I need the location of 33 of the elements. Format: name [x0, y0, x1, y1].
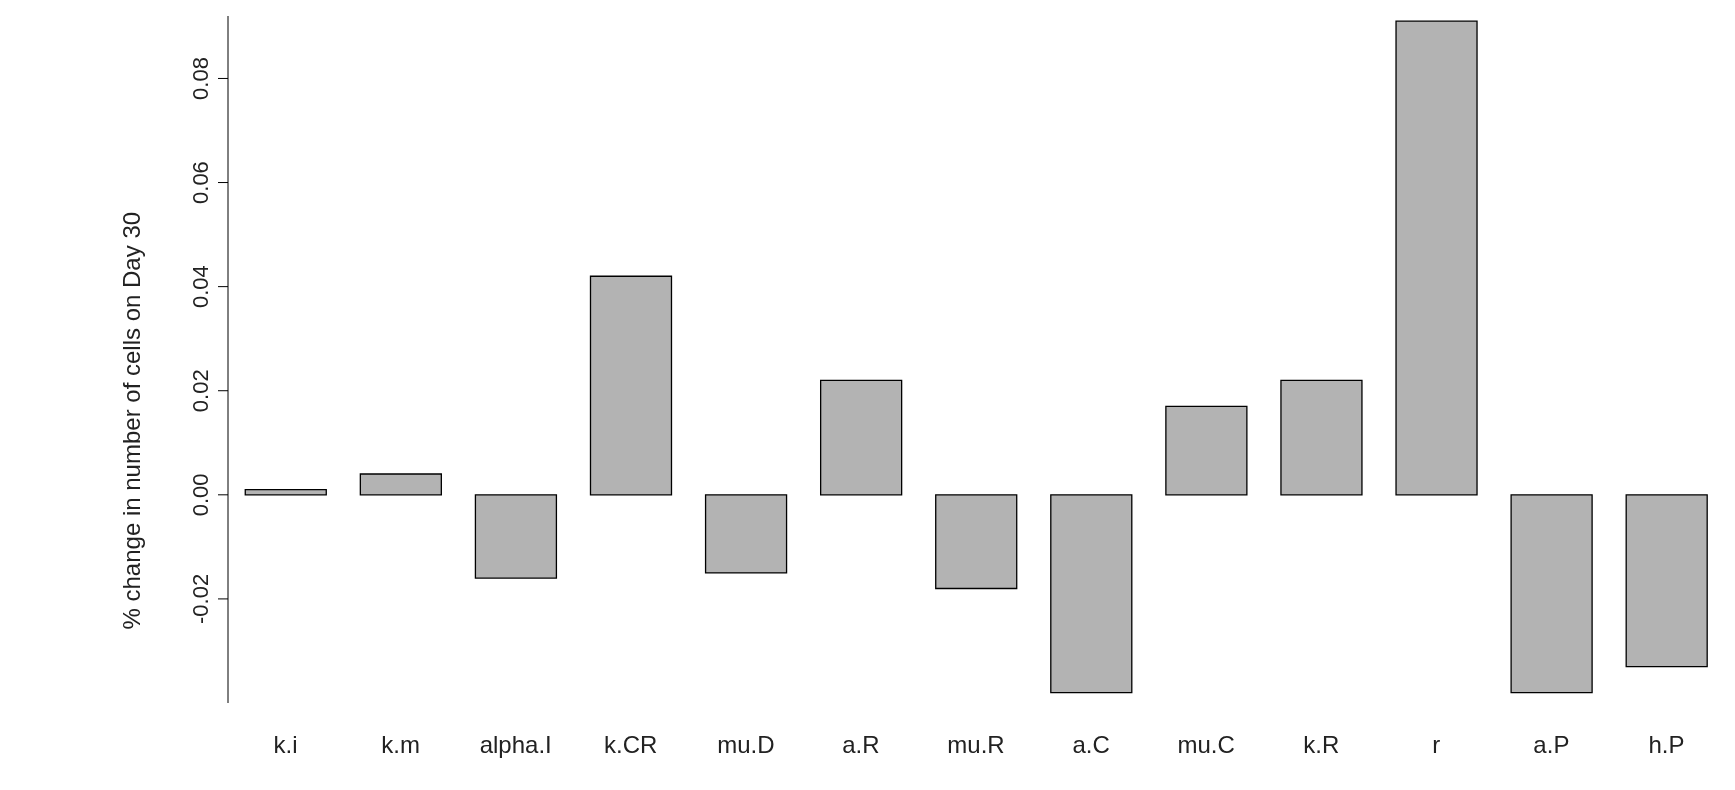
bar	[1625, 494, 1708, 668]
bar	[1165, 405, 1248, 496]
bar	[474, 494, 558, 579]
bar	[1395, 20, 1478, 496]
y-tick-label: 0.00	[188, 473, 213, 517]
bar	[1280, 379, 1363, 496]
y-axis-title: % change in number of cells on Day 30	[117, 211, 145, 630]
bar	[589, 275, 673, 496]
x-tick-label: k.CR	[604, 731, 658, 759]
x-tick-label: alpha.I	[479, 731, 552, 759]
bar	[1510, 494, 1593, 694]
bar	[359, 473, 442, 496]
x-tick-label: a.C	[1072, 731, 1110, 759]
x-tick-label: a.R	[842, 731, 880, 759]
y-tick-label: 0.06	[188, 161, 213, 204]
x-tick-label: k.m	[381, 731, 420, 759]
bar	[820, 379, 903, 496]
y-tick-label: 0.08	[188, 57, 213, 100]
bar	[244, 488, 327, 496]
bar	[1050, 494, 1133, 694]
x-tick-label: h.P	[1648, 731, 1685, 759]
y-tick-label: -0.02	[188, 573, 213, 624]
x-tick-label: r	[1432, 731, 1441, 759]
x-tick-label: mu.R	[947, 731, 1005, 759]
bar	[935, 494, 1018, 590]
x-tick-label: k.R	[1303, 731, 1340, 759]
bar	[704, 494, 788, 574]
x-tick-label: k.i	[273, 731, 298, 759]
y-tick-label: 0.04	[188, 265, 213, 309]
x-tick-label: a.P	[1533, 731, 1570, 759]
x-tick-label: mu.D	[717, 731, 775, 759]
y-tick-label: 0.02	[188, 369, 213, 413]
x-tick-label: mu.C	[1177, 731, 1235, 759]
